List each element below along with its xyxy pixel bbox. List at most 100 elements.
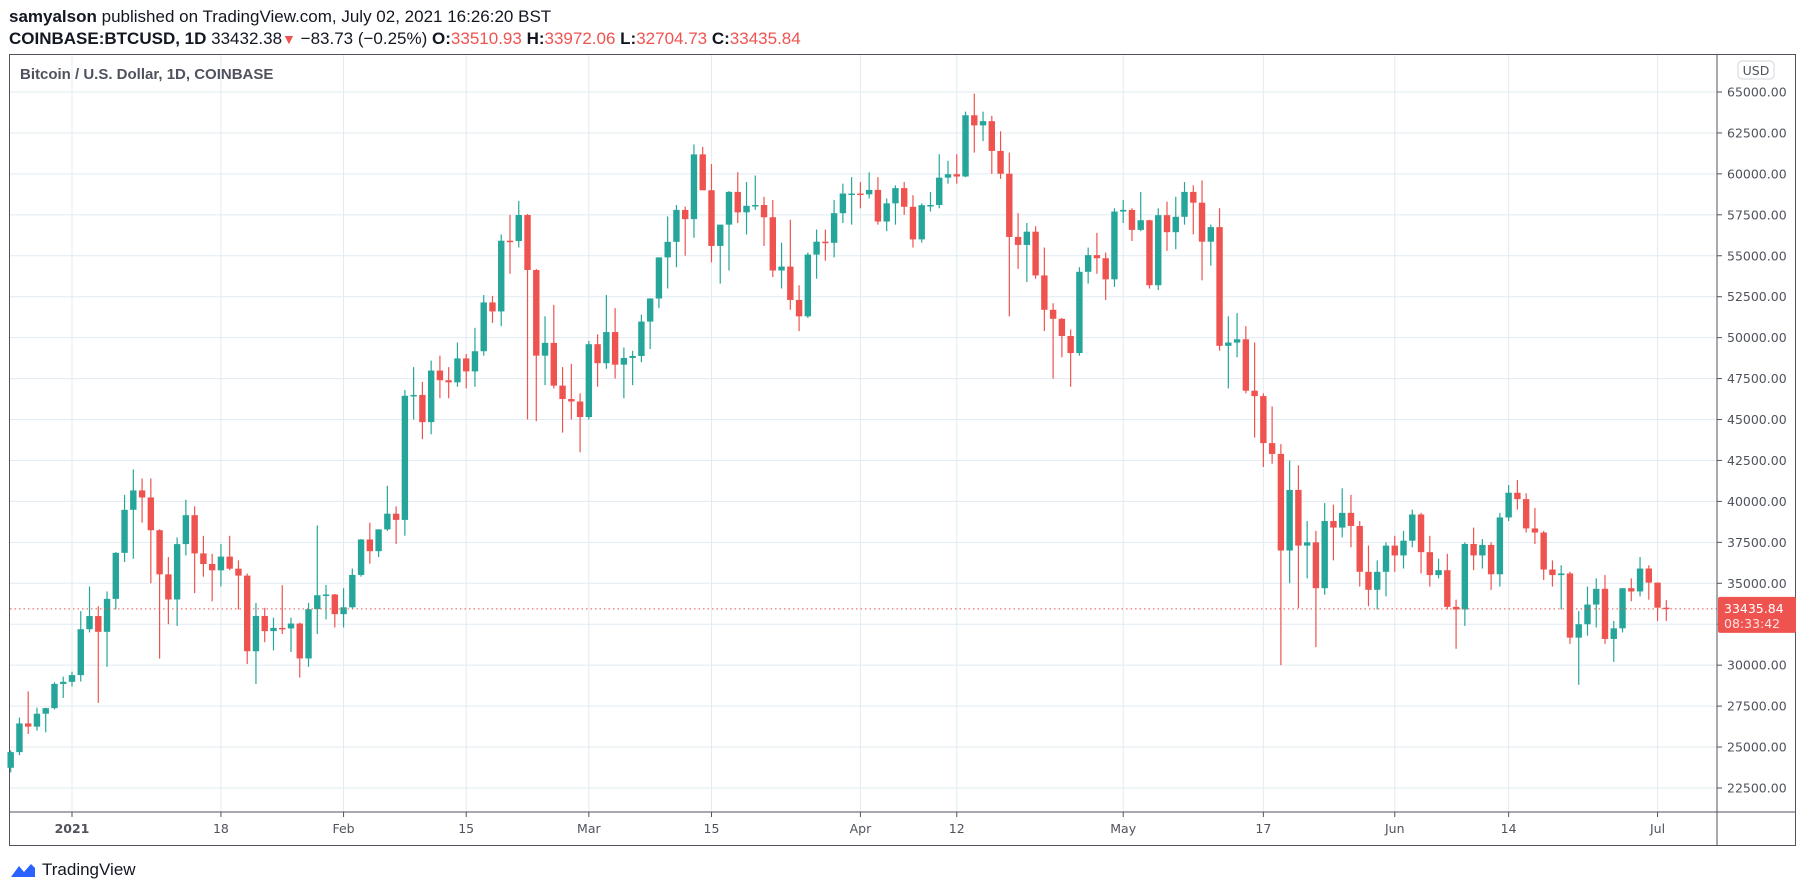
candle-body bbox=[480, 302, 487, 352]
candle bbox=[1041, 247, 1048, 332]
candle bbox=[1102, 252, 1109, 300]
candle bbox=[1505, 485, 1512, 522]
candle-body bbox=[1356, 525, 1363, 572]
logo-text: TradingView bbox=[42, 860, 136, 879]
candle bbox=[471, 327, 479, 387]
candle-body bbox=[1146, 220, 1153, 286]
candle-body bbox=[1120, 209, 1127, 212]
candle bbox=[436, 355, 444, 399]
candle bbox=[830, 200, 838, 258]
candle bbox=[1120, 200, 1127, 224]
candle-body bbox=[1426, 552, 1433, 576]
candle bbox=[60, 676, 67, 698]
candle bbox=[927, 191, 934, 212]
candle bbox=[795, 285, 803, 332]
candle bbox=[743, 182, 750, 235]
candle bbox=[287, 617, 295, 653]
candle bbox=[1321, 503, 1328, 595]
candle bbox=[1277, 444, 1285, 666]
candle-body bbox=[217, 556, 225, 571]
candle bbox=[235, 560, 242, 610]
candle bbox=[1426, 535, 1433, 587]
candle bbox=[489, 295, 496, 323]
currency-badge bbox=[1737, 60, 1775, 80]
candle bbox=[787, 219, 794, 310]
candle-body bbox=[1461, 543, 1469, 610]
candle-body bbox=[314, 595, 321, 610]
candle-body bbox=[173, 544, 181, 600]
chart-legend-title: Bitcoin / U.S. Dollar, 1D, COINBASE bbox=[20, 66, 274, 83]
candle bbox=[515, 200, 522, 248]
candle-body bbox=[1251, 390, 1258, 397]
candle-body bbox=[568, 399, 575, 402]
candle-body bbox=[699, 154, 706, 191]
chart-frame bbox=[9, 54, 1796, 846]
candle bbox=[594, 334, 601, 387]
candle bbox=[419, 381, 426, 440]
candle-body bbox=[936, 177, 943, 205]
candle bbox=[1628, 578, 1635, 602]
candle bbox=[804, 252, 812, 318]
candle-body bbox=[121, 509, 128, 553]
candle bbox=[690, 144, 698, 238]
candle-body bbox=[287, 623, 295, 629]
candle-body bbox=[769, 217, 776, 271]
candle bbox=[191, 506, 198, 594]
candle-body bbox=[874, 189, 882, 222]
candle-body bbox=[1032, 231, 1039, 276]
candle-body bbox=[1049, 309, 1057, 319]
candle bbox=[559, 367, 566, 433]
candle-body bbox=[42, 708, 49, 714]
candle bbox=[261, 607, 268, 643]
candle-body bbox=[1111, 211, 1118, 280]
candle bbox=[1006, 152, 1013, 317]
candle-body bbox=[1452, 606, 1460, 610]
candle-body bbox=[585, 344, 593, 418]
candle-body bbox=[16, 723, 23, 753]
candle bbox=[77, 611, 84, 682]
candle-body bbox=[1347, 512, 1355, 526]
candle-body bbox=[1575, 624, 1582, 638]
candle-body bbox=[813, 241, 820, 255]
candle-body bbox=[1242, 339, 1250, 391]
candle-body bbox=[533, 270, 540, 356]
candle bbox=[16, 717, 23, 756]
time-tick-label: 17 bbox=[1255, 821, 1271, 836]
candle-body bbox=[962, 115, 969, 177]
candle-body bbox=[1155, 215, 1162, 286]
candle-body bbox=[1400, 540, 1407, 556]
candle bbox=[463, 354, 470, 389]
candle-body bbox=[1225, 342, 1232, 346]
price-tick-label: 47500.00 bbox=[1727, 371, 1787, 386]
candle bbox=[130, 469, 137, 559]
candle bbox=[322, 584, 330, 620]
candle-body bbox=[112, 552, 119, 599]
candle bbox=[392, 506, 400, 544]
currency-label[interactable]: USD bbox=[1743, 63, 1770, 78]
candle-body bbox=[1207, 227, 1214, 242]
candle-body bbox=[1128, 209, 1136, 230]
candle bbox=[1601, 575, 1609, 644]
candle-body bbox=[1023, 231, 1031, 245]
price-tick-label: 42500.00 bbox=[1727, 453, 1787, 468]
tradingview-logo[interactable]: TradingView bbox=[10, 860, 136, 880]
candle-body bbox=[489, 302, 496, 312]
candle-body bbox=[717, 224, 724, 246]
candle bbox=[682, 206, 689, 256]
candle-body bbox=[1093, 255, 1101, 259]
candle-body bbox=[795, 299, 803, 317]
candle-body bbox=[1190, 191, 1197, 203]
author[interactable]: samyalson bbox=[9, 7, 97, 26]
open-value: 33510.93 bbox=[450, 29, 522, 48]
candle bbox=[1286, 460, 1293, 584]
candle bbox=[1654, 582, 1661, 621]
candle-body bbox=[901, 188, 908, 207]
candle-body bbox=[261, 615, 268, 632]
candle bbox=[1540, 530, 1547, 581]
candle bbox=[427, 360, 435, 435]
candle-body bbox=[1435, 570, 1442, 576]
candle-body bbox=[1417, 514, 1425, 553]
candle bbox=[1584, 586, 1591, 636]
candle bbox=[1190, 185, 1197, 235]
